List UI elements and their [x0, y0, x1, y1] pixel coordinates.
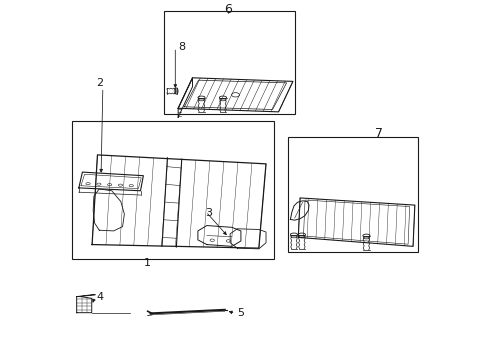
- Text: 8: 8: [178, 42, 185, 52]
- Text: 4: 4: [97, 292, 103, 302]
- Text: 3: 3: [205, 208, 212, 218]
- Text: 7: 7: [374, 127, 382, 140]
- Text: 6: 6: [224, 3, 232, 16]
- Bar: [72, 121, 274, 259]
- Text: 1: 1: [143, 258, 150, 268]
- Text: 5: 5: [237, 309, 244, 318]
- Bar: [287, 137, 418, 252]
- Text: 2: 2: [96, 78, 102, 88]
- Bar: [163, 12, 294, 114]
